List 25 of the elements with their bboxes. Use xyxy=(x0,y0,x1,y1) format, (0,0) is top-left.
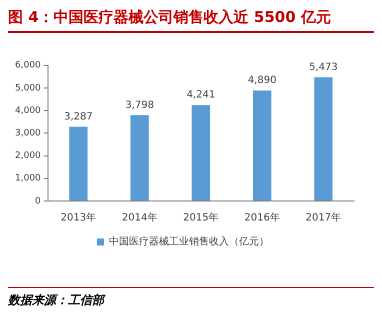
y-tick-label: 4,000 xyxy=(15,106,42,116)
legend-label: 中国医疗器械工业销售收入（亿元） xyxy=(109,236,269,248)
data-label: 4,241 xyxy=(186,90,216,101)
y-tick-label: 0 xyxy=(35,196,42,206)
bar xyxy=(314,77,333,200)
bar xyxy=(130,115,149,200)
x-tick-label: 2017年 xyxy=(306,212,342,224)
x-tick-label: 2015年 xyxy=(183,212,219,224)
chart-title: 图 4：中国医疗器械公司销售收入近 5500 亿元 xyxy=(8,8,374,33)
source-note: 数据来源：工信部 xyxy=(8,287,374,309)
x-tick-label: 2013年 xyxy=(60,212,96,224)
y-tick-label: 5,000 xyxy=(15,83,42,94)
x-tick-label: 2014年 xyxy=(122,212,158,224)
bar xyxy=(192,105,210,200)
x-tick-label: 2016年 xyxy=(244,212,280,224)
y-tick-label: 1,000 xyxy=(15,174,42,184)
y-tick-label: 6,000 xyxy=(15,60,42,71)
y-tick-label: 2,000 xyxy=(15,151,42,162)
data-label: 3,798 xyxy=(125,100,154,111)
bar xyxy=(252,90,272,200)
data-label: 4,890 xyxy=(248,75,276,86)
data-label: 3,287 xyxy=(64,111,93,122)
y-tick-label: 3,000 xyxy=(15,128,42,139)
data-label: 5,473 xyxy=(309,62,338,73)
bar xyxy=(69,126,88,200)
